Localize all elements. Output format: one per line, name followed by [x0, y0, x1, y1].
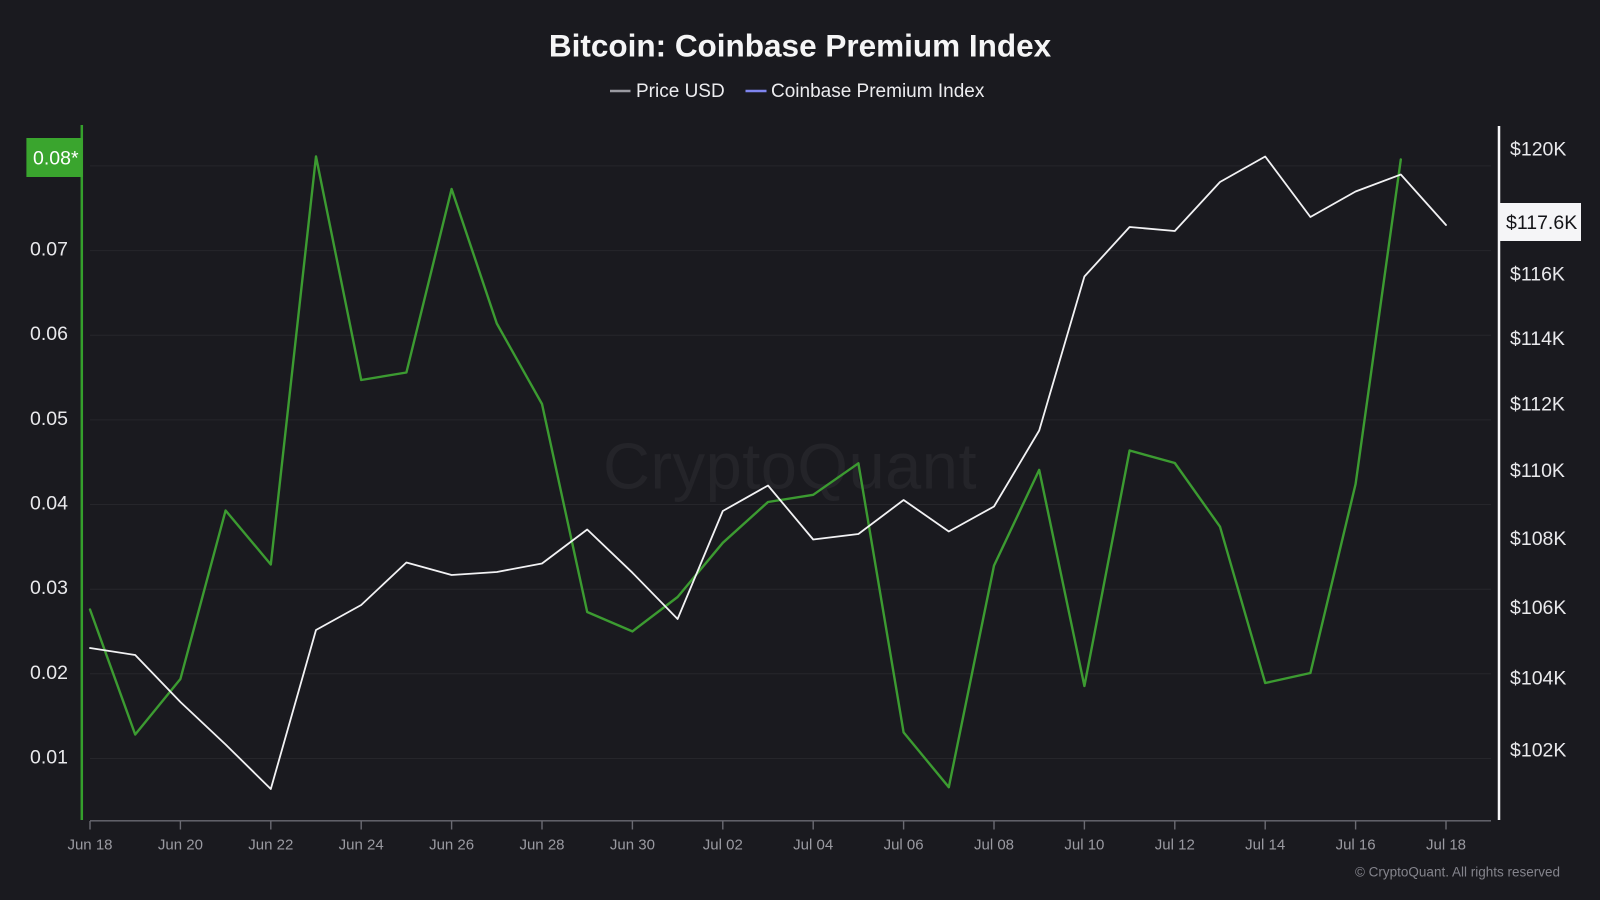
svg-text:0.08*: 0.08* [33, 148, 79, 170]
svg-text:0.07: 0.07 [30, 239, 68, 261]
svg-text:Jun 18: Jun 18 [67, 837, 112, 854]
svg-text:0.05: 0.05 [30, 408, 68, 430]
svg-text:$112K: $112K [1510, 394, 1565, 416]
svg-text:Jun 24: Jun 24 [339, 837, 384, 854]
svg-text:Jun 20: Jun 20 [158, 837, 203, 854]
svg-text:$106K: $106K [1510, 597, 1566, 619]
svg-text:Jul 18: Jul 18 [1426, 837, 1466, 854]
svg-text:Bitcoin: Coinbase Premium Inde: Bitcoin: Coinbase Premium Index [549, 28, 1052, 64]
svg-text:0.02: 0.02 [30, 662, 68, 684]
svg-text:Jul 04: Jul 04 [793, 837, 833, 854]
svg-text:© CryptoQuant. All rights rese: © CryptoQuant. All rights reserved [1355, 865, 1560, 880]
svg-text:0.04: 0.04 [30, 493, 68, 515]
svg-text:Jun 26: Jun 26 [429, 837, 474, 854]
svg-text:Jun 30: Jun 30 [610, 837, 655, 854]
svg-text:$120K: $120K [1510, 138, 1566, 160]
svg-text:Jul 10: Jul 10 [1064, 837, 1104, 854]
svg-text:$110K: $110K [1510, 460, 1565, 482]
svg-text:Jul 12: Jul 12 [1155, 837, 1195, 854]
svg-text:CryptoQuant: CryptoQuant [603, 430, 977, 503]
svg-text:Coinbase Premium Index: Coinbase Premium Index [771, 81, 985, 102]
svg-text:Jul 06: Jul 06 [884, 837, 924, 854]
svg-text:Jun 28: Jun 28 [519, 837, 564, 854]
svg-text:Jul 02: Jul 02 [703, 837, 743, 854]
svg-text:$104K: $104K [1510, 668, 1566, 690]
svg-text:Jun 22: Jun 22 [248, 837, 293, 854]
svg-text:$102K: $102K [1510, 739, 1566, 761]
svg-text:$114K: $114K [1510, 328, 1565, 350]
svg-text:Price USD: Price USD [636, 81, 725, 102]
svg-text:0.03: 0.03 [30, 577, 68, 599]
svg-text:$108K: $108K [1510, 528, 1566, 550]
svg-text:Jul 16: Jul 16 [1336, 837, 1376, 854]
svg-text:$117.6K: $117.6K [1506, 212, 1577, 234]
svg-text:$116K: $116K [1510, 264, 1565, 286]
svg-text:0.01: 0.01 [30, 747, 68, 769]
svg-text:0.06: 0.06 [30, 323, 68, 345]
svg-text:Jul 14: Jul 14 [1245, 837, 1285, 854]
svg-text:Jul 08: Jul 08 [974, 837, 1014, 854]
